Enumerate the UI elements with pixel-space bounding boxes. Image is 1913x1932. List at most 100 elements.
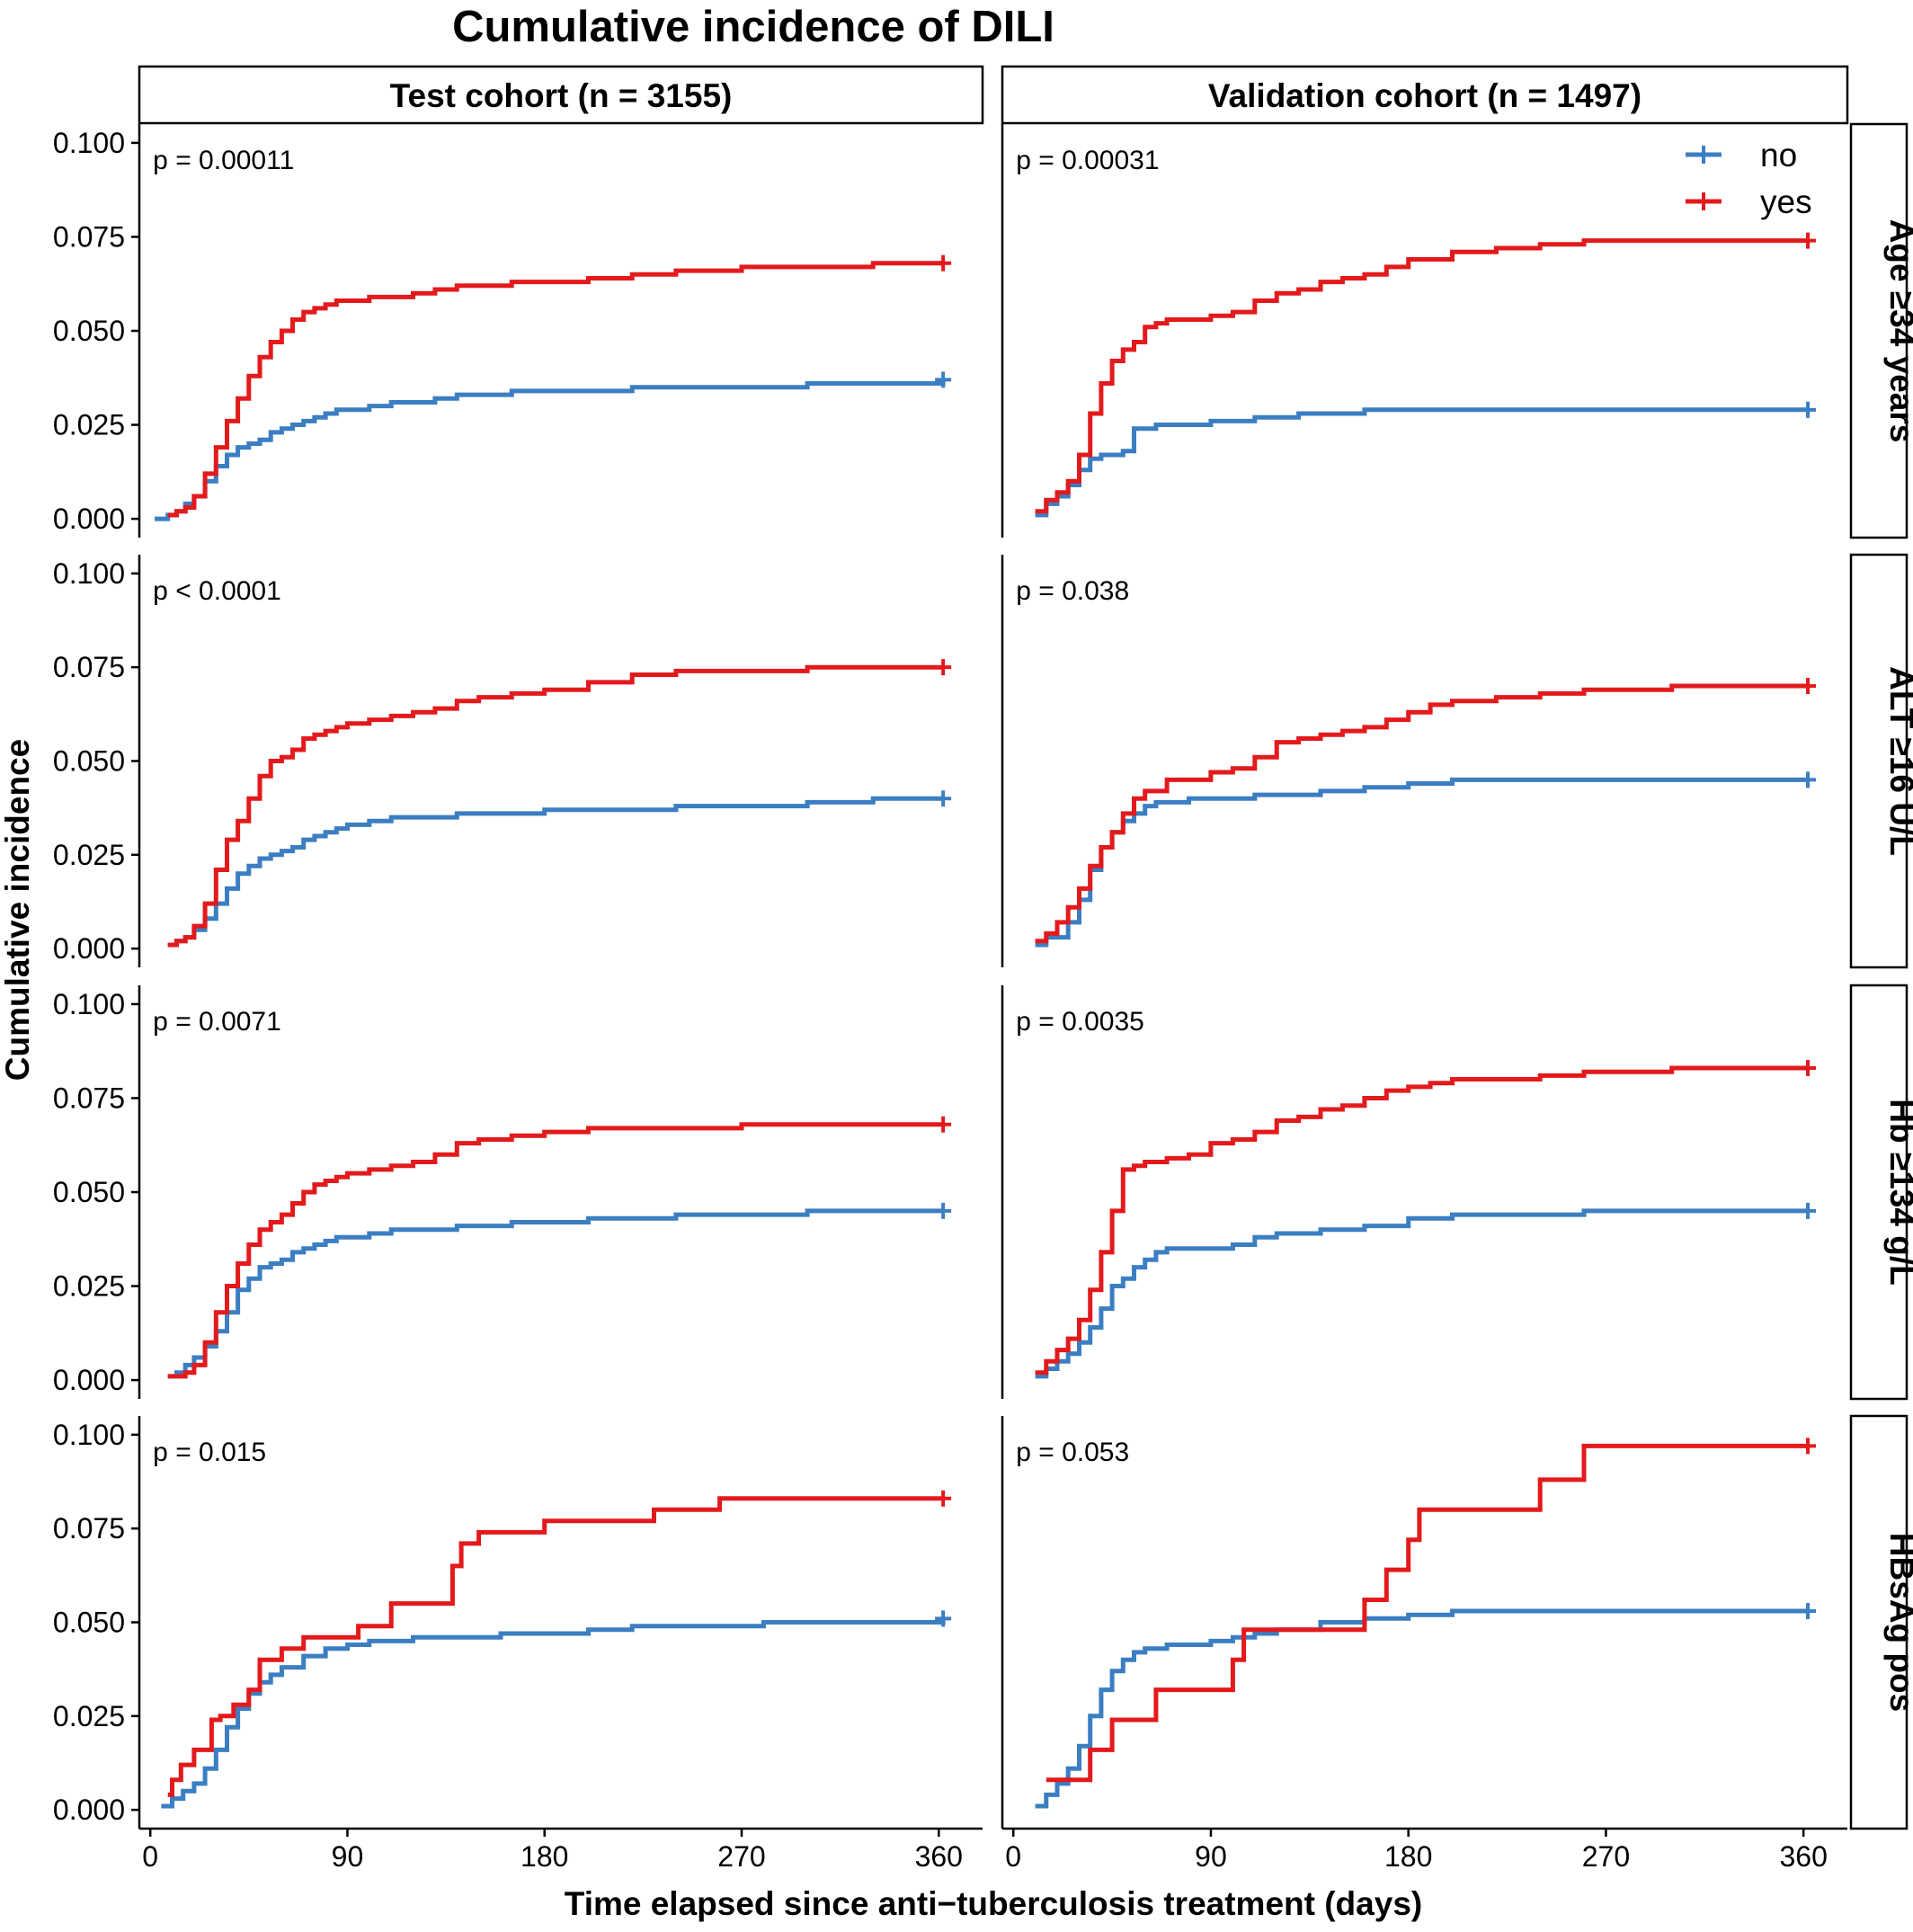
column-strip-box (138, 65, 984, 125)
x-tick-label: 360 (915, 1840, 963, 1873)
censor-mark (935, 1610, 952, 1627)
strip-layer: Test cohort (n = 3155) Validation cohort … (138, 65, 1913, 1830)
censor-mark (935, 1202, 952, 1219)
row-strip-box (1849, 984, 1909, 1401)
censor-mark (935, 1116, 952, 1133)
panel: p = 0.015 (153, 1438, 952, 1809)
x-axis-title: Time elapsed since anti−tuberculosis tre… (565, 1885, 1422, 1922)
y-tick-label: 0.075 (53, 1512, 125, 1545)
column-strip: Validation cohort (n = 1497) (1001, 65, 1849, 125)
y-tick-label: 0.050 (53, 1607, 125, 1639)
y-tick-label: 0.025 (53, 1270, 125, 1303)
series-line-no (167, 1208, 944, 1379)
panel: p = 0.0035 (1016, 1007, 1817, 1379)
censor-mark (935, 659, 952, 676)
chart-title: Cumulative incidence of DILI (452, 3, 1054, 51)
censor-mark (1800, 1060, 1817, 1076)
p-value-label: p = 0.00011 (153, 146, 294, 175)
y-tick-label: 0.000 (53, 503, 125, 535)
panel: p < 0.0001 (153, 576, 952, 948)
censor-mark (1800, 678, 1817, 695)
panel-axes: 0.000 0.025 0.050 0.075 0.100 (53, 124, 141, 538)
y-tick-label: 0.100 (53, 1419, 125, 1451)
legend: no yes (1686, 137, 1812, 220)
x-tick-label: 270 (1582, 1840, 1630, 1873)
x-tick-label: 360 (1779, 1840, 1827, 1873)
row-strip: Age ≥34 years (1849, 122, 1913, 539)
y-axis-title: Cumulative incidence (0, 739, 36, 1081)
panel: p = 0.053 (1016, 1438, 1817, 1809)
x-tick-label: 90 (1195, 1840, 1227, 1873)
column-strip-box (1001, 65, 1849, 125)
x-tick-label: 0 (1005, 1840, 1021, 1873)
censor-mark (1800, 232, 1817, 249)
censor-mark (1800, 401, 1817, 418)
row-strip-box (1849, 1414, 1909, 1830)
censor-mark (935, 790, 952, 807)
row-strip: HBsAg pos (1849, 1414, 1913, 1830)
panel-axes: 0 90 180 270 360 (1001, 1416, 1847, 1873)
y-tick-label: 0.000 (53, 932, 125, 965)
x-tick-label: 270 (717, 1840, 765, 1873)
panel-axes: 0 90 180 270 360 0.000 0.025 0.050 0.075 0.100 (53, 1416, 983, 1873)
series-line-yes (1045, 1443, 1809, 1783)
p-value-label: p < 0.0001 (153, 576, 281, 606)
y-tick-label: 0.100 (53, 988, 125, 1020)
y-tick-label: 0.000 (53, 1794, 125, 1826)
series-line-no (155, 379, 946, 521)
censor-mark (1800, 1602, 1817, 1619)
p-value-label: p = 0.015 (153, 1438, 266, 1467)
p-value-label: p = 0.0071 (153, 1007, 281, 1037)
y-tick-label: 0.100 (53, 557, 125, 590)
row-strip: ALT ≥16 U/L (1849, 553, 1913, 969)
panel: p = 0.00031 (1016, 146, 1817, 518)
y-tick-label: 0.075 (53, 651, 125, 683)
censor-mark (935, 254, 952, 272)
row-strip-label: HBsAg pos (1883, 1533, 1913, 1712)
p-value-label: p = 0.053 (1016, 1438, 1129, 1467)
y-tick-label: 0.100 (53, 127, 125, 159)
legend-label: yes (1760, 183, 1812, 220)
row-strip-label: Hb ≥134 g/L (1883, 1099, 1913, 1285)
x-tick-label: 180 (1384, 1840, 1432, 1873)
p-value-label: p = 0.038 (1016, 576, 1129, 606)
panel-axes: 0.000 0.025 0.050 0.075 0.100 (53, 555, 141, 967)
row-strip: Hb ≥134 g/L (1849, 984, 1913, 1401)
x-tick-label: 180 (521, 1840, 568, 1873)
row-strip-label: ALT ≥16 U/L (1883, 666, 1913, 856)
panel-layer: p = 0.00011 p = 0.00031 p < 0.0001 p = 0.03… (153, 146, 1817, 1809)
legend-label: no (1760, 137, 1797, 174)
series-line-no (1035, 777, 1809, 948)
x-tick-label: 0 (142, 1840, 158, 1873)
series-line-yes (1035, 238, 1809, 514)
row-strip-box (1849, 553, 1909, 969)
y-tick-label: 0.025 (53, 839, 125, 871)
censor-mark (1800, 1202, 1817, 1219)
censor-mark (1800, 771, 1817, 788)
y-tick-label: 0.025 (53, 409, 125, 441)
series-line-no (167, 796, 944, 948)
censor-mark (935, 371, 952, 388)
y-tick-label: 0.075 (53, 1082, 125, 1114)
p-value-label: p = 0.0035 (1016, 1007, 1144, 1037)
series-line-no (1035, 1608, 1809, 1809)
x-tick-label: 90 (332, 1840, 364, 1873)
legend-item-yes: yes (1686, 183, 1812, 220)
row-strip-label: Age ≥34 years (1883, 219, 1913, 443)
legend-item-no: no (1686, 137, 1797, 174)
y-tick-label: 0.050 (53, 315, 125, 347)
column-strip-label: Test cohort (n = 3155) (390, 77, 733, 114)
series-line-no (1035, 1208, 1809, 1379)
panel: p = 0.038 (1016, 576, 1817, 948)
column-strip-label: Validation cohort (n = 1497) (1208, 77, 1642, 114)
panel: p = 0.00011 (153, 146, 952, 521)
y-tick-label: 0.050 (53, 745, 125, 778)
series-line-yes (1035, 683, 1809, 944)
panel: p = 0.0071 (153, 1007, 952, 1379)
y-tick-label: 0.000 (53, 1364, 125, 1396)
y-tick-label: 0.050 (53, 1176, 125, 1208)
y-tick-label: 0.025 (53, 1700, 125, 1732)
y-tick-label: 0.075 (53, 220, 125, 253)
